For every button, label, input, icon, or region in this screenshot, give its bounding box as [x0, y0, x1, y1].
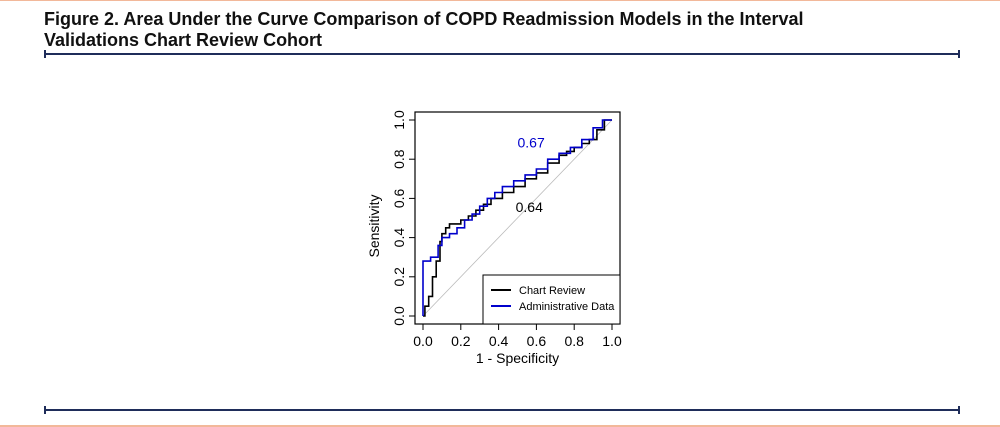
top-rule	[44, 50, 960, 58]
bottom-border	[0, 425, 1000, 427]
figure-title-line-2: Validations Chart Review Cohort	[44, 30, 323, 50]
x-tick-label: 0.2	[451, 333, 471, 349]
y-axis-label: Sensitivity	[366, 194, 382, 257]
y-axis: 0.0 0.2 0.4 0.6 0.8 1.0	[391, 110, 415, 326]
x-tick-label: 0.4	[489, 333, 509, 349]
legend: Chart Review Administrative Data	[482, 274, 621, 325]
series-line-administrative-data	[422, 119, 612, 316]
y-tick-label: 0.2	[391, 267, 407, 287]
figure-title: Figure 2. Area Under the Curve Compariso…	[44, 9, 944, 51]
y-tick-label: 1.0	[391, 110, 407, 130]
legend-box	[482, 274, 621, 325]
y-tick-label: 0.6	[391, 188, 407, 208]
roc-chart: 0.0 0.2 0.4 0.6 0.8 1.0 0.0 0.2 0.4 0.6 0.8 1.0 0.…	[366, 110, 622, 366]
x-tick-label: 0.0	[413, 333, 433, 349]
x-axis: 0.0 0.2 0.4 0.6 0.8 1.0	[413, 324, 622, 349]
auc-label-chart-review: 0.64	[516, 199, 543, 215]
y-tick-label: 0.4	[391, 228, 407, 248]
x-tick-label: 0.8	[564, 333, 584, 349]
series-group	[422, 119, 612, 317]
legend-label: Administrative Data	[519, 301, 615, 313]
legend-label: Chart Review	[519, 285, 585, 297]
reference-diagonal	[422, 119, 613, 317]
x-tick-label: 0.6	[527, 333, 547, 349]
x-axis-label: 1 - Specificity	[476, 350, 559, 366]
x-tick-label: 1.0	[602, 333, 622, 349]
bottom-rule	[44, 406, 960, 414]
y-tick-label: 0.8	[391, 149, 407, 169]
auc-label-administrative-data: 0.67	[518, 134, 545, 150]
top-border	[0, 0, 1000, 1]
figure-title-line-1: Figure 2. Area Under the Curve Compariso…	[44, 9, 804, 29]
y-tick-label: 0.0	[391, 306, 407, 326]
